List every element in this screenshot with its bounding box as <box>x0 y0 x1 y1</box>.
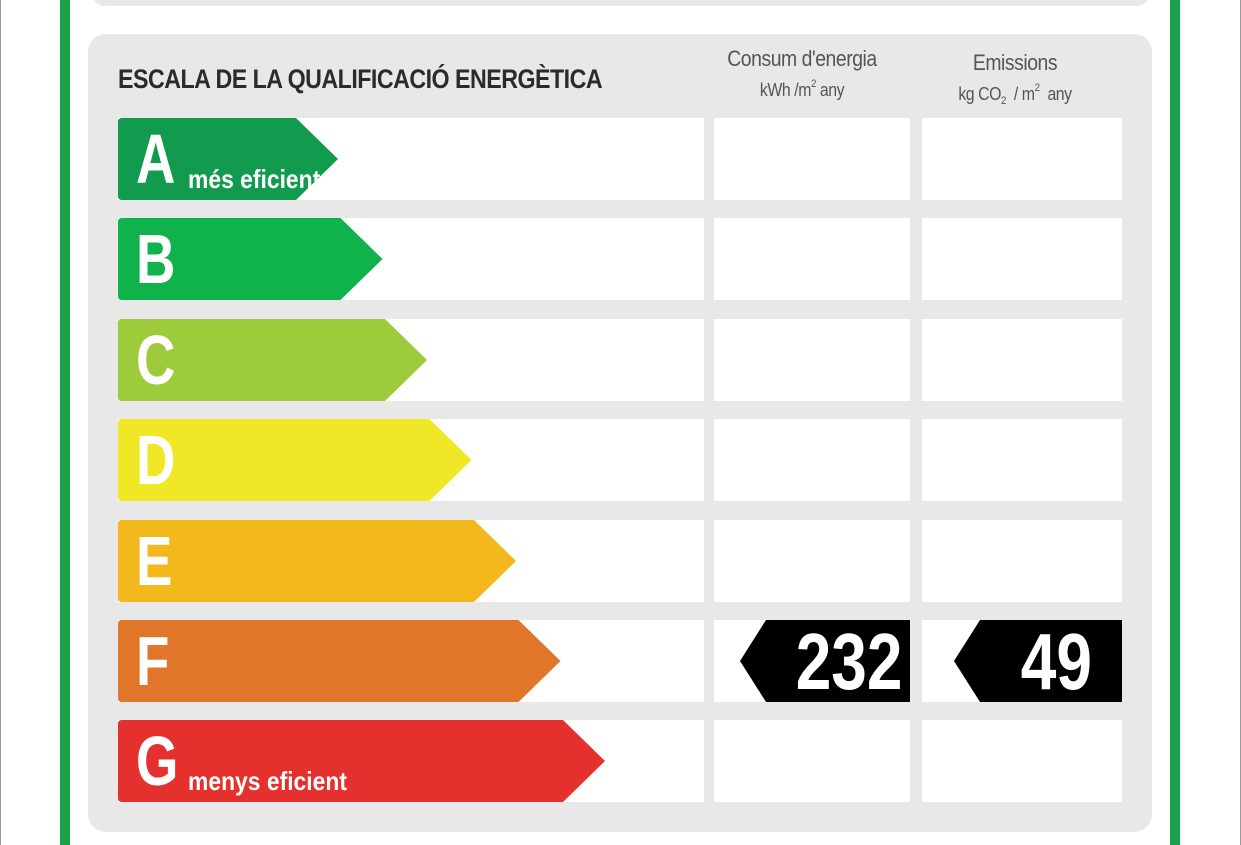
consum-cell <box>714 419 910 502</box>
rating-row-b: B <box>118 218 1122 301</box>
emissions-column-header: Emissions kg CO2 / m2 any <box>925 50 1105 107</box>
consum-label: Consum d'energia <box>727 46 877 71</box>
rating-arrow-b <box>118 218 383 301</box>
rating-sublabel: més eficient <box>188 164 321 194</box>
emissions-label: Emissions <box>972 50 1058 75</box>
emissions-cell: 49 <box>922 617 1122 706</box>
emissions-unit: kg CO2 / m2 any <box>958 82 1072 107</box>
rating-letter: B <box>136 220 176 299</box>
rating-row-f: 232 49 F <box>118 617 1122 706</box>
emissions-cell <box>922 419 1122 502</box>
rating-letter: G <box>136 722 179 801</box>
emissions-value-tag <box>954 620 1122 702</box>
consum-column-header: Consum d'energia kWh /m2 any <box>712 46 892 101</box>
consum-value-text: 232 <box>795 617 902 706</box>
consum-cell <box>714 720 910 803</box>
rating-letter: F <box>136 622 170 700</box>
scale-title: ESCALA DE LA QUALIFICACIÓ ENERGÈTICA <box>118 64 603 94</box>
emissions-cell <box>922 519 1122 602</box>
rating-letter: E <box>136 521 173 600</box>
rating-letter: D <box>136 421 176 500</box>
consum-cell <box>714 218 910 301</box>
rating-row-e: E <box>118 519 1122 602</box>
rating-arrow-a <box>118 118 338 200</box>
emissions-value-text: 49 <box>1020 617 1092 706</box>
consum-cell <box>714 118 910 200</box>
rating-sublabel: menys eficient <box>188 766 347 797</box>
rating-arrow-f <box>118 620 561 702</box>
rating-arrow-g <box>118 720 605 803</box>
emissions-cell <box>922 720 1122 803</box>
green-border-left <box>60 0 70 845</box>
rating-arrow-d <box>118 419 472 502</box>
consum-cell <box>714 318 910 401</box>
consum-unit: kWh /m2 any <box>759 78 845 100</box>
frame-left-edge <box>0 0 1 845</box>
consum-cell <box>714 519 910 602</box>
green-border-right <box>1170 0 1180 845</box>
rating-arrow-c <box>118 318 427 401</box>
rating-letter: C <box>136 320 176 399</box>
consum-cell: 232 <box>714 617 910 706</box>
rating-arrow-e <box>118 519 516 602</box>
emissions-cell <box>922 118 1122 200</box>
emissions-cell <box>922 318 1122 401</box>
rating-row-d: D <box>118 419 1122 502</box>
upper-panel <box>92 0 1150 6</box>
emissions-cell <box>922 218 1122 301</box>
rating-row-c: C <box>118 318 1122 401</box>
consum-value-tag <box>740 620 910 702</box>
rating-letter: A <box>136 120 176 198</box>
